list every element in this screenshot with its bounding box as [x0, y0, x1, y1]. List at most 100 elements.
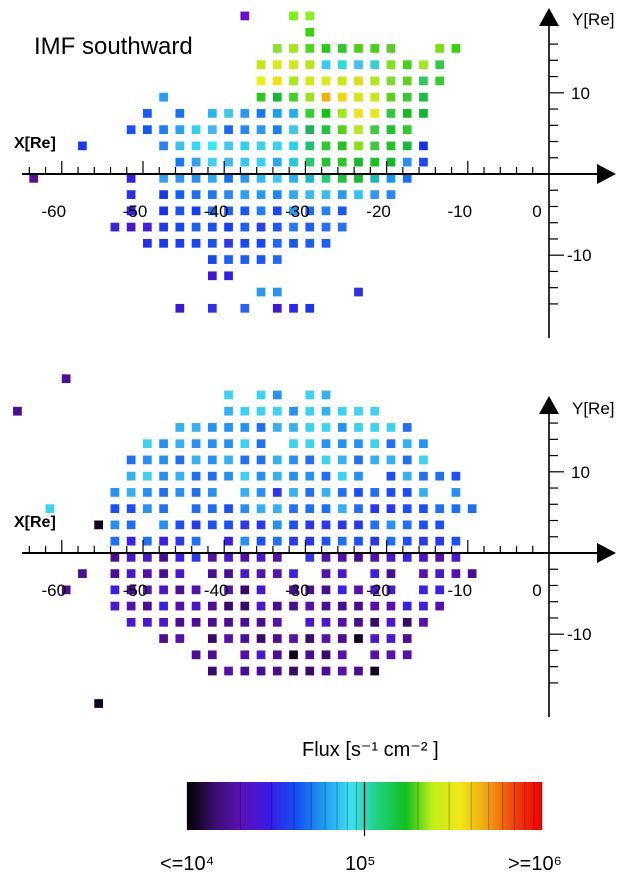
- heatmap-cell: [289, 439, 298, 449]
- heatmap-cell: [402, 174, 412, 183]
- heatmap-cell: [370, 423, 380, 432]
- heatmap-cell: [224, 141, 233, 151]
- heatmap-cell: [159, 125, 168, 134]
- heatmap-cell: [370, 585, 380, 595]
- heatmap-cell: [175, 174, 185, 183]
- heatmap-cell: [305, 488, 315, 497]
- heatmap-cell: [386, 617, 396, 627]
- x-tick-label: -20: [366, 202, 391, 221]
- heatmap-cell: [224, 222, 233, 232]
- heatmap-cell: [354, 92, 363, 102]
- heatmap-cell: [159, 504, 168, 513]
- heatmap-cell: [272, 109, 282, 118]
- heatmap-cell: [386, 190, 396, 199]
- heatmap-cell: [175, 617, 185, 627]
- heatmap-cell: [256, 206, 266, 216]
- heatmap-cell: [143, 455, 152, 465]
- x-axis: [22, 543, 616, 563]
- heatmap-cell: [240, 109, 250, 118]
- heatmap-cell: [305, 423, 315, 432]
- heatmap-cell: [337, 488, 347, 497]
- heatmap-cell: [256, 585, 266, 595]
- heatmap-cell: [386, 634, 396, 643]
- heatmap-cell: [159, 206, 168, 216]
- heatmap-cell: [191, 125, 201, 134]
- heatmap-cell: [240, 206, 250, 216]
- heatmap-cell: [207, 569, 217, 578]
- heatmap-cell: [61, 585, 71, 595]
- y-axis-label: Y[Re]: [572, 10, 615, 29]
- heatmap-cell: [224, 390, 233, 400]
- x-tick-label: -50: [123, 202, 148, 221]
- heatmap-cell: [240, 11, 250, 21]
- heatmap-cell: [175, 634, 185, 643]
- heatmap-cell: [256, 617, 266, 627]
- heatmap-cell: [386, 439, 396, 449]
- heatmap-cell: [386, 125, 396, 134]
- heatmap-cell: [143, 569, 152, 578]
- heatmap-cell: [305, 238, 315, 248]
- heatmap-cell: [289, 11, 298, 21]
- heatmap-cell: [305, 157, 315, 167]
- heatmap-cell: [305, 634, 315, 643]
- heatmap-cell: [354, 125, 363, 134]
- heatmap-cell: [305, 650, 315, 660]
- heatmap-cell: [159, 617, 168, 627]
- heatmap-cell: [175, 206, 185, 216]
- heatmap-cell: [256, 141, 266, 151]
- y-tick-label: 10: [571, 84, 590, 103]
- heatmap-cell: [419, 141, 428, 151]
- heatmap-cell: [224, 666, 233, 676]
- heatmap-cell: [321, 406, 331, 416]
- heatmap-cell: [143, 504, 152, 513]
- heatmap-cell: [78, 569, 87, 578]
- heatmap-cell: [321, 238, 331, 248]
- heatmap-cell: [78, 141, 87, 151]
- heatmap-cell: [159, 553, 168, 562]
- heatmap-cell: [386, 601, 396, 611]
- heatmap-cell: [207, 520, 217, 530]
- heatmap-cell: [175, 222, 185, 232]
- heatmap-cell: [370, 60, 380, 70]
- heatmap-cell: [370, 157, 380, 167]
- heatmap-cell: [207, 109, 217, 118]
- heatmap-cell: [272, 504, 282, 513]
- heatmap-cell: [61, 374, 71, 384]
- heatmap-cell: [240, 406, 250, 416]
- heatmap-cell: [224, 206, 233, 216]
- heatmap-cell: [207, 650, 217, 660]
- heatmap-cell: [337, 92, 347, 102]
- heatmap-cell: [110, 601, 120, 611]
- heatmap-cell: [354, 504, 363, 513]
- heatmap-cell: [224, 439, 233, 449]
- heatmap-cell: [256, 125, 266, 134]
- heatmap-cell: [126, 569, 136, 578]
- heatmap-cell: [29, 174, 39, 183]
- heatmap-cell: [321, 76, 331, 86]
- heatmap-cell: [354, 471, 363, 481]
- heatmap-panel-second: X[Re] Y[Re] -60 -50 -40 -30 -20 -10 0 10 -10: [13, 374, 616, 717]
- heatmap-cell: [240, 238, 250, 248]
- heatmap-cell: [240, 141, 250, 151]
- heatmap-cell: [143, 238, 152, 248]
- heatmap-cell: [126, 455, 136, 465]
- heatmap-cell: [321, 222, 331, 232]
- heatmap-cell: [370, 109, 380, 118]
- heatmap-cell: [354, 634, 363, 643]
- heatmap-cell: [419, 488, 428, 497]
- heatmap-cell: [337, 585, 347, 595]
- heatmap-cell: [143, 536, 152, 546]
- colorbar: Flux [s⁻¹ cm⁻² ] <=10⁴ 10⁵ >=10⁶: [160, 739, 562, 875]
- heatmap-cell: [224, 520, 233, 530]
- heatmap-cell: [289, 109, 298, 118]
- heatmap-cell: [386, 44, 396, 53]
- heatmap-cell: [402, 455, 412, 465]
- heatmap-cell: [256, 287, 266, 297]
- heatmap-cell: [191, 536, 201, 546]
- heatmap-cell: [305, 222, 315, 232]
- heatmap-cell: [337, 569, 347, 578]
- heatmap-cell: [305, 174, 315, 183]
- heatmap-cell: [272, 536, 282, 546]
- heatmap-cell: [386, 569, 396, 578]
- heatmap-cell: [240, 488, 250, 497]
